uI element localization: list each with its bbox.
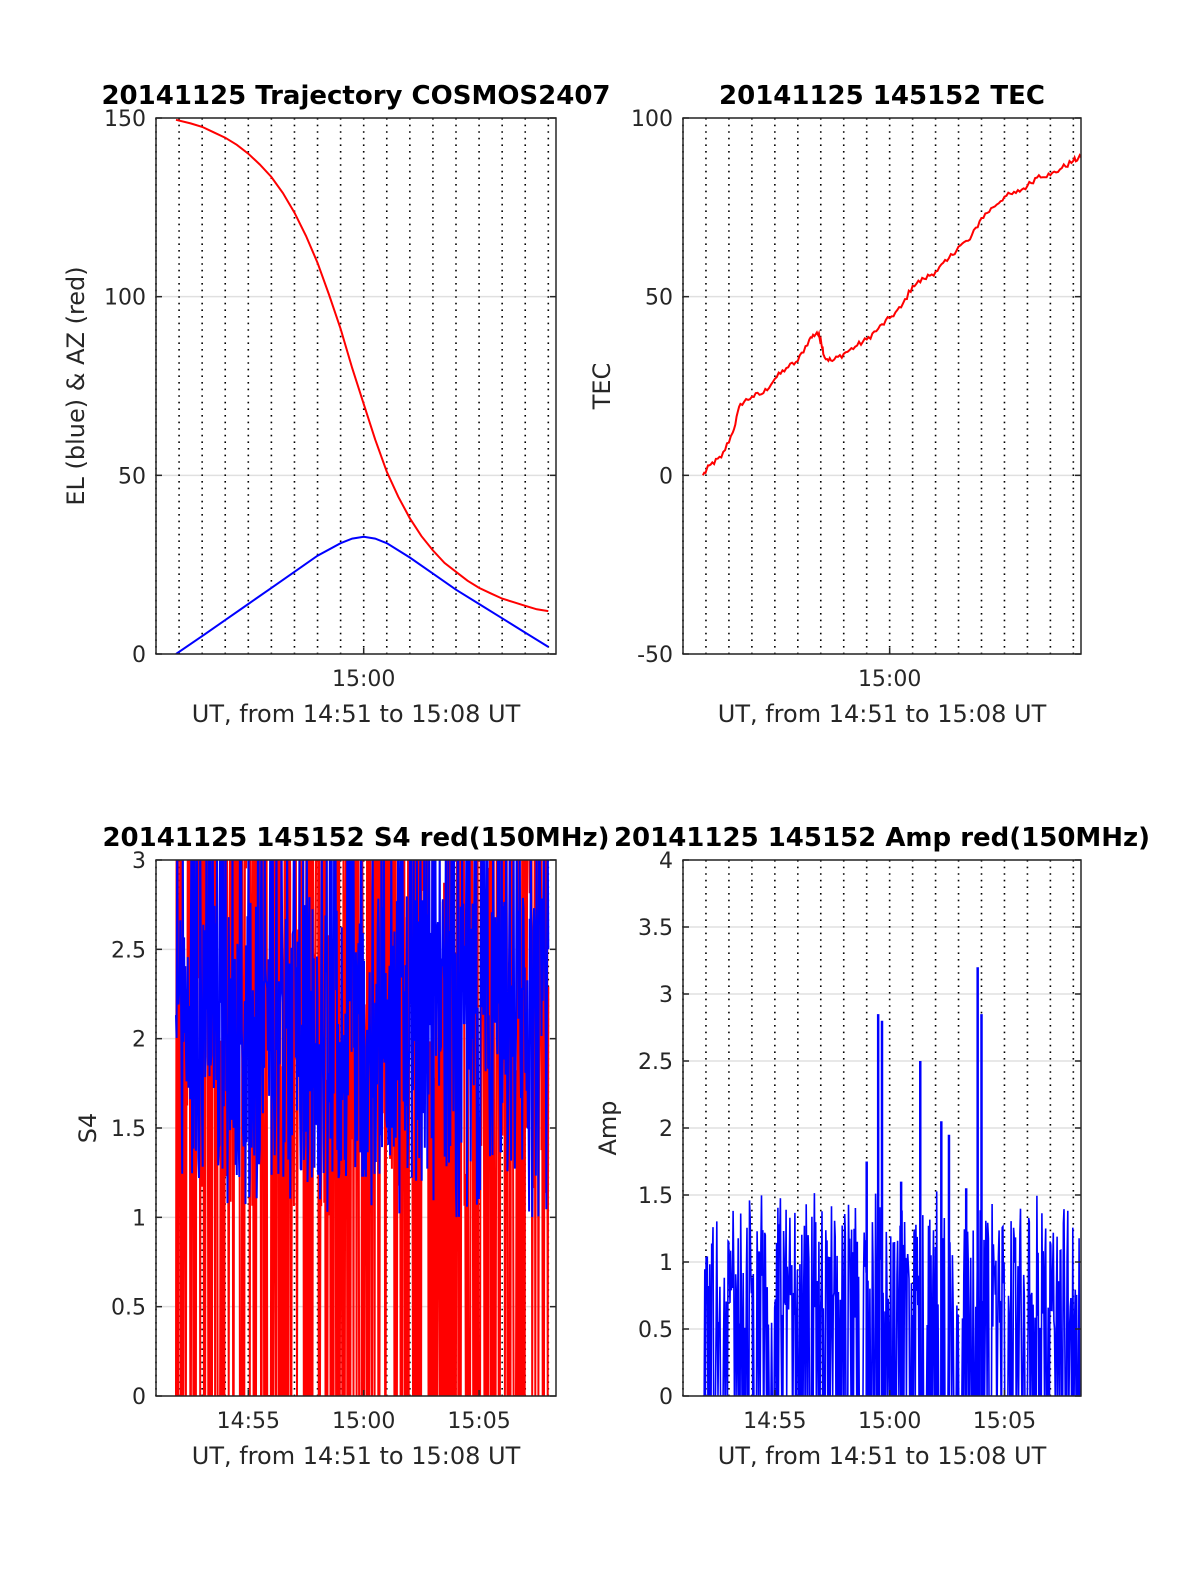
y-tick-label: 1 [659,1251,673,1276]
y-tick-label: 50 [645,286,673,311]
y-tick-label: 100 [104,286,146,311]
p2-grid [682,117,1081,655]
x-tick-label: 14:55 [743,1409,806,1434]
p3-ticks: 0 0.5 1 1.5 2 2.5 3 14:55 15:00 15:05 [111,849,556,1434]
x-tick-label: 15:00 [858,1409,921,1434]
y-tick-label: 2.5 [638,1050,673,1075]
y-tick-label: 0.5 [638,1318,673,1343]
p2-xlabel: UT, from 14:51 to 15:08 UT [718,700,1047,728]
p3-title: 20141125 145152 S4 red(150MHz) [102,823,609,853]
y-tick-label: 3.5 [638,916,673,941]
p1-title: 20141125 Trajectory COSMOS2407 [101,81,610,111]
panel-s4: 0 0.5 1 1.5 2 2.5 3 14:55 15:00 15:05 20141125 14… [74,823,610,1470]
p1-ylabel: EL (blue) & AZ (red) [62,266,90,505]
y-tick-label: 3 [132,849,146,874]
y-tick-label: 50 [118,464,146,489]
p1-data [175,118,549,654]
y-tick-label: 4 [659,849,673,874]
series-line [702,1191,1081,1396]
y-tick-label: 150 [104,107,146,132]
series-line [175,118,549,613]
y-tick-label: 2.5 [111,938,146,963]
y-tick-label: 2 [132,1028,146,1053]
p1-axes-box [155,117,557,655]
y-tick-label: 0 [132,643,146,668]
y-tick-label: 0 [659,1385,673,1410]
series-line [175,860,550,1218]
p1-grid [155,117,556,655]
panel-trajectory: 0 50 100 150 15:00 20141125 Trajectory COSMO… [62,81,611,728]
p3-ylabel: S4 [74,1113,102,1144]
p4-ylabel: Amp [594,1100,622,1155]
x-tick-label: 15:05 [973,1409,1036,1434]
y-tick-label: 2 [659,1117,673,1142]
p2-ticks: -50 0 50 100 15:00 [631,107,1081,692]
y-tick-label: 1 [132,1206,146,1231]
p1-xlabel: UT, from 14:51 to 15:08 UT [192,700,521,728]
series-line [175,535,549,654]
x-tick-label: 15:00 [332,667,395,692]
x-tick-label: 14:55 [217,1409,280,1434]
x-tick-label: 15:00 [858,667,921,692]
p4-ticks: 0 0.5 1 1.5 2 2.5 3 3.5 4 14:55 15:00 15:05 [638,849,1081,1434]
y-tick-label: 0 [659,464,673,489]
p2-data [702,153,1081,476]
p2-ylabel: TEC [588,363,616,411]
p3-xlabel: UT, from 14:51 to 15:08 UT [192,1442,521,1470]
y-tick-label: 0 [132,1385,146,1410]
p2-axes-box [682,117,1082,655]
y-tick-label: 1.5 [638,1184,673,1209]
p2-title: 20141125 145152 TEC [719,81,1045,111]
y-tick-label: 3 [659,983,673,1008]
y-tick-label: 100 [631,107,673,132]
p4-data [702,967,1081,1396]
p4-title: 20141125 145152 Amp red(150MHz) [614,823,1150,853]
series-line [702,153,1081,476]
y-tick-label: 1.5 [111,1117,146,1142]
panel-amp: 0 0.5 1 1.5 2 2.5 3 3.5 4 14:55 15:00 15:05 2014112… [594,823,1150,1470]
x-tick-label: 15:05 [447,1409,510,1434]
p4-xlabel: UT, from 14:51 to 15:08 UT [718,1442,1047,1470]
panel-tec: -50 0 50 100 15:00 20141125 145152 TEC UT, f… [588,81,1082,728]
y-tick-label: 0.5 [111,1296,146,1321]
y-tick-label: -50 [637,643,673,668]
x-tick-label: 15:00 [332,1409,395,1434]
p3-data [175,860,550,1396]
p1-ticks: 0 50 100 150 15:00 [104,107,556,692]
